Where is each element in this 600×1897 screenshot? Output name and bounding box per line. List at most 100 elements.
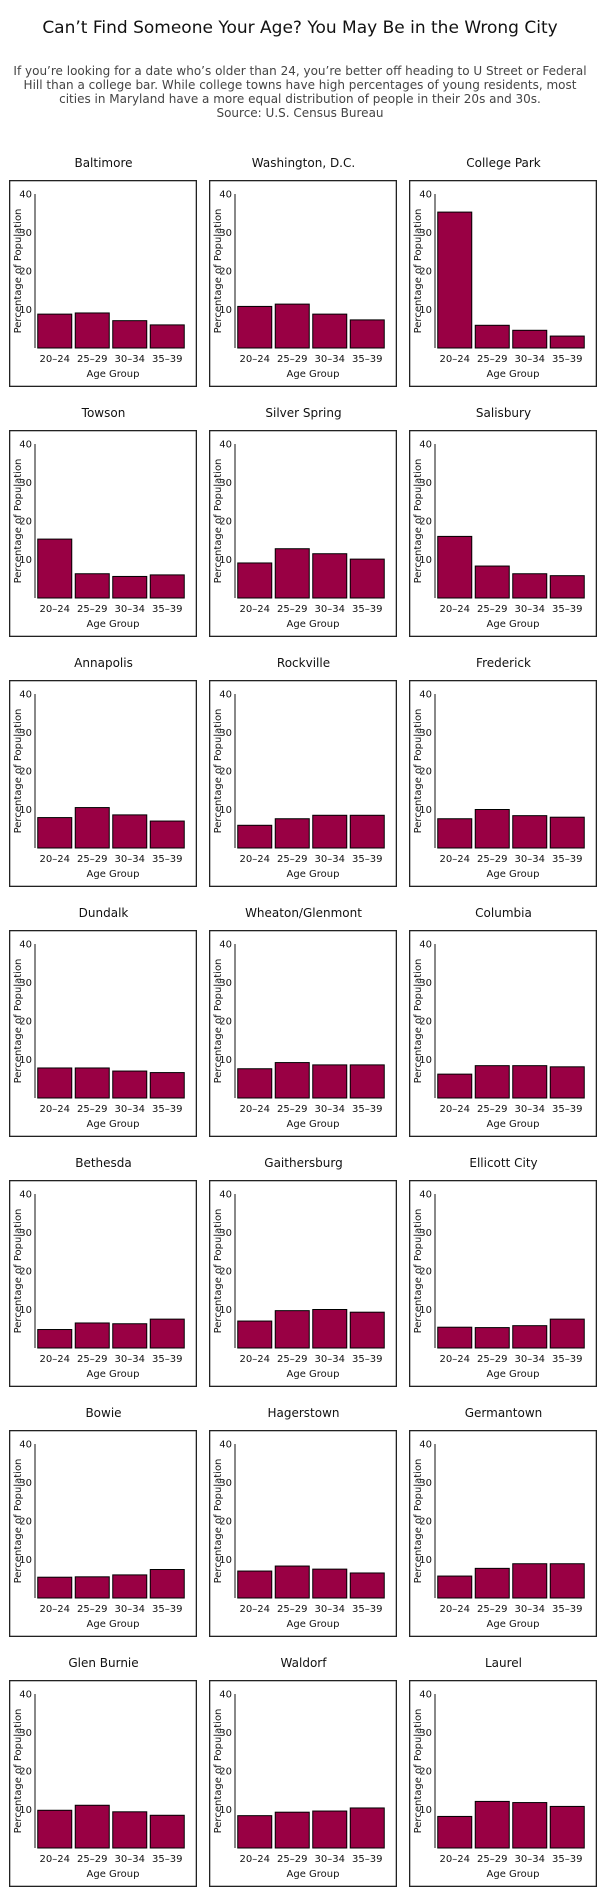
bar-chart-panel: 10 20 30 40 Percentage of Population 20–24 25–… [8, 1179, 197, 1387]
bar [437, 1575, 473, 1599]
x-tick-label: 20–24 [440, 1604, 470, 1615]
y-tick-label: 30 [419, 728, 432, 739]
chart-frame [408, 1679, 597, 1887]
y-tick-label: 10 [219, 1805, 232, 1816]
x-tick-label: 20–24 [240, 1354, 270, 1365]
bar [549, 1066, 585, 1099]
bar-chart-panel: 10 20 30 40 Percentage of Population 20–24 25–… [408, 429, 597, 637]
x-tick-label: 35–39 [352, 854, 382, 865]
bar [512, 1563, 548, 1599]
y-tick-label: 40 [219, 190, 232, 201]
y-axis-label: Percentage of Population [213, 209, 224, 334]
x-tick-label: 20–24 [440, 854, 470, 865]
y-tick-label: 20 [419, 267, 432, 278]
x-tick-label: 20–24 [440, 1854, 470, 1865]
y-tick-label: 20 [419, 1517, 432, 1528]
bar [149, 1569, 185, 1599]
x-axis-label: Age Group [487, 619, 540, 630]
panel-title: Towson [81, 406, 126, 420]
bar [349, 1064, 385, 1099]
x-axis-label: Age Group [487, 1869, 540, 1880]
y-tick-label: 20 [419, 1017, 432, 1028]
x-tick-label: 30–34 [515, 1854, 545, 1865]
y-tick-label: 20 [219, 1017, 232, 1028]
bar [74, 1804, 110, 1849]
bar [549, 1318, 585, 1349]
bar-chart-panel: 10 20 30 40 Percentage of Population 20–24 25–… [208, 1429, 397, 1637]
bar [237, 1570, 273, 1599]
bar-chart-panel: 10 20 30 40 Percentage of Population 20–24 25–… [208, 679, 397, 887]
x-tick-label: 35–39 [552, 604, 582, 615]
chart-frame [8, 1179, 197, 1387]
y-tick-label: 40 [419, 1190, 432, 1201]
x-tick-label: 30–34 [515, 354, 545, 365]
y-tick-label: 20 [19, 1517, 32, 1528]
bar [349, 558, 385, 599]
x-axis-label: Age Group [487, 1119, 540, 1130]
x-tick-label: 30–34 [515, 854, 545, 865]
x-tick-label: 35–39 [552, 854, 582, 865]
x-tick-label: 30–34 [315, 854, 345, 865]
x-tick-label: 20–24 [440, 1354, 470, 1365]
bar [237, 1320, 273, 1349]
y-axis-label: Percentage of Population [213, 1709, 224, 1834]
bar-chart-panel: 10 20 30 40 Percentage of Population 20–24 25–… [8, 429, 197, 637]
x-tick-label: 35–39 [152, 1854, 182, 1865]
x-tick-label: 20–24 [240, 854, 270, 865]
bar [37, 1576, 73, 1599]
x-tick-label: 20–24 [240, 1854, 270, 1865]
x-tick-label: 25–29 [277, 354, 307, 365]
y-tick-label: 20 [19, 517, 32, 528]
x-tick-label: 30–34 [115, 1854, 145, 1865]
bar [512, 329, 548, 349]
panel-title: Bowie [85, 1406, 122, 1420]
x-tick-label: 25–29 [477, 1354, 507, 1365]
x-axis-label: Age Group [287, 1369, 340, 1380]
y-tick-label: 40 [419, 440, 432, 451]
y-tick-label: 40 [419, 940, 432, 951]
x-axis-label: Age Group [87, 1869, 140, 1880]
bar [74, 312, 110, 349]
panel-title: Salisbury [475, 406, 532, 420]
y-tick-label: 40 [19, 440, 32, 451]
x-tick-label: 30–34 [315, 1104, 345, 1115]
chart-frame [8, 679, 197, 887]
y-axis-label: Percentage of Population [413, 1209, 424, 1334]
bar [37, 1809, 73, 1849]
bar [437, 818, 473, 849]
bar [112, 320, 148, 349]
panel-title: Frederick [476, 656, 531, 670]
x-tick-label: 35–39 [552, 1104, 582, 1115]
bar-chart-panel: 10 20 30 40 Percentage of Population 20–24 25–… [408, 1679, 597, 1887]
bar [237, 1068, 273, 1099]
x-tick-label: 20–24 [440, 354, 470, 365]
x-tick-label: 25–29 [477, 854, 507, 865]
y-tick-label: 10 [219, 305, 232, 316]
y-tick-label: 20 [219, 1517, 232, 1528]
panel-title: Dundalk [78, 906, 129, 920]
bar [149, 574, 185, 599]
x-axis-label: Age Group [287, 1119, 340, 1130]
y-tick-label: 10 [419, 1305, 432, 1316]
bar [312, 1810, 348, 1849]
bar [237, 824, 273, 849]
x-axis-label: Age Group [287, 369, 340, 380]
bar [437, 211, 473, 349]
y-axis-label: Percentage of Population [213, 1209, 224, 1334]
x-tick-label: 35–39 [352, 1104, 382, 1115]
bar [512, 815, 548, 849]
x-tick-label: 25–29 [277, 1854, 307, 1865]
y-tick-label: 40 [419, 190, 432, 201]
panel-title: Germantown [464, 1406, 543, 1420]
bar [312, 313, 348, 349]
x-axis-label: Age Group [87, 619, 140, 630]
x-tick-label: 20–24 [240, 1604, 270, 1615]
x-tick-label: 20–24 [40, 1354, 70, 1365]
x-tick-label: 25–29 [77, 1104, 107, 1115]
y-tick-label: 40 [419, 1440, 432, 1451]
y-tick-label: 20 [19, 1017, 32, 1028]
bar [237, 562, 273, 599]
bar [512, 573, 548, 599]
x-tick-label: 25–29 [77, 1354, 107, 1365]
bar [437, 1815, 473, 1849]
